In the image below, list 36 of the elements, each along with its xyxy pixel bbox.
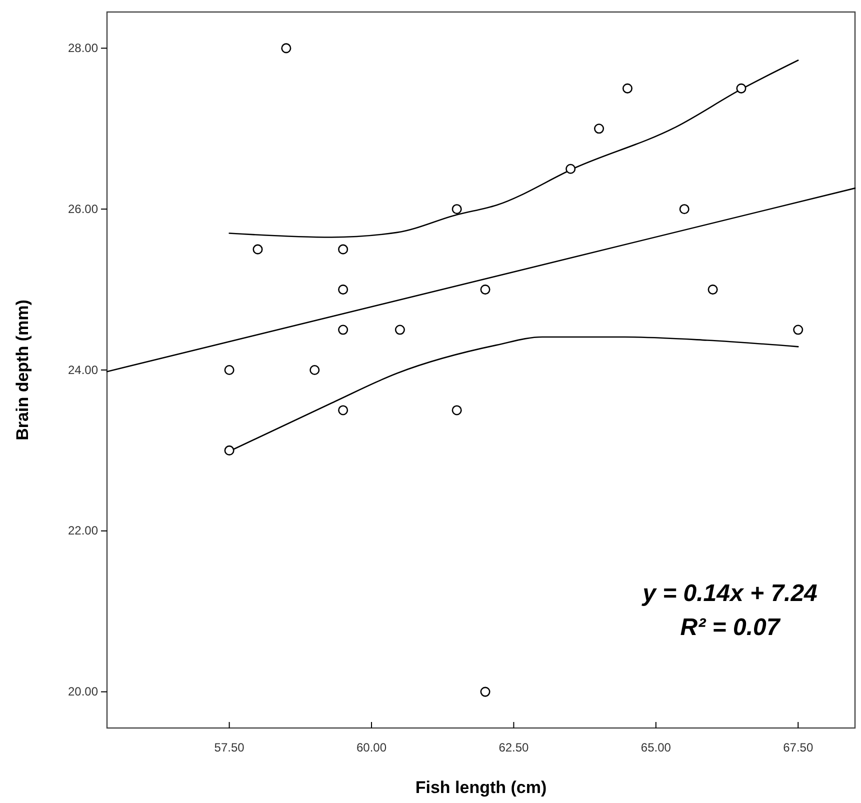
point xyxy=(594,124,604,134)
point xyxy=(394,324,405,335)
point xyxy=(224,364,234,376)
point xyxy=(452,405,462,416)
point xyxy=(452,204,462,214)
point xyxy=(480,284,490,295)
point xyxy=(338,405,348,416)
y-tick-label: 26.00 xyxy=(68,202,98,216)
y-tick-label: 22.00 xyxy=(68,524,98,538)
annotation: y = 0.14x + 7.24 xyxy=(642,580,818,607)
x-axis-title: Fish length (cm) xyxy=(415,778,547,797)
point xyxy=(310,364,320,376)
line-series xyxy=(228,60,799,238)
point xyxy=(736,83,746,94)
point xyxy=(480,686,490,697)
y-tick-label: 28.00 xyxy=(68,41,98,56)
annotation: R² = 0.07 xyxy=(680,614,782,641)
point xyxy=(338,324,348,335)
x-tick-label: 65.00 xyxy=(640,740,672,754)
point xyxy=(566,164,576,174)
point xyxy=(679,204,690,214)
point xyxy=(338,244,348,254)
point xyxy=(338,284,348,295)
point xyxy=(224,445,234,456)
y-axis-title: Brain depth (mm) xyxy=(13,300,32,440)
y-tick-label: 20.00 xyxy=(68,684,98,699)
y-tick-label: 24.00 xyxy=(68,362,98,377)
point xyxy=(708,284,718,295)
point xyxy=(281,43,292,54)
x-tick-label: 67.50 xyxy=(783,740,814,754)
point xyxy=(252,244,263,254)
x-tick-label: 57.50 xyxy=(214,740,245,754)
x-tick-label: 62.50 xyxy=(498,740,530,754)
point xyxy=(793,324,804,335)
point xyxy=(622,83,632,94)
x-tick-label: 60.00 xyxy=(356,740,387,754)
